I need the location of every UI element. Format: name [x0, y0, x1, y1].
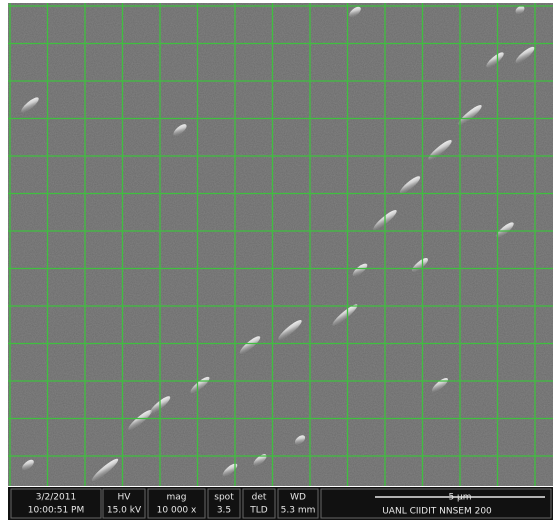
- micrograph: [8, 3, 553, 486]
- field-value: TLD: [249, 506, 268, 516]
- sem-screenshot: HV 15.0 kV mag 10 000 x spot 3.5 det TLD WD 5.3 m…: [0, 0, 556, 523]
- date: 3/2/2011: [36, 493, 76, 503]
- info-bar: HV 15.0 kV mag 10 000 x spot 3.5 det TLD WD 5.3 m…: [8, 487, 553, 520]
- field-label: HV: [118, 493, 132, 503]
- instrument: UANL CIIDIT NNSEM 200: [382, 507, 492, 517]
- time: 10:00:51 PM: [28, 506, 84, 516]
- field-value: 10 000 x: [157, 506, 197, 516]
- field-value: 5.3 mm: [281, 506, 316, 516]
- field-label: spot: [214, 493, 234, 503]
- micrograph-texture: [8, 3, 553, 486]
- field-value: 3.5: [217, 506, 231, 516]
- field-label: mag: [167, 493, 187, 503]
- field-value: 15.0 kV: [107, 506, 142, 516]
- scale-bar-label: 5 µm: [448, 493, 471, 503]
- field-label: det: [252, 493, 267, 503]
- field-label: WD: [290, 493, 306, 503]
